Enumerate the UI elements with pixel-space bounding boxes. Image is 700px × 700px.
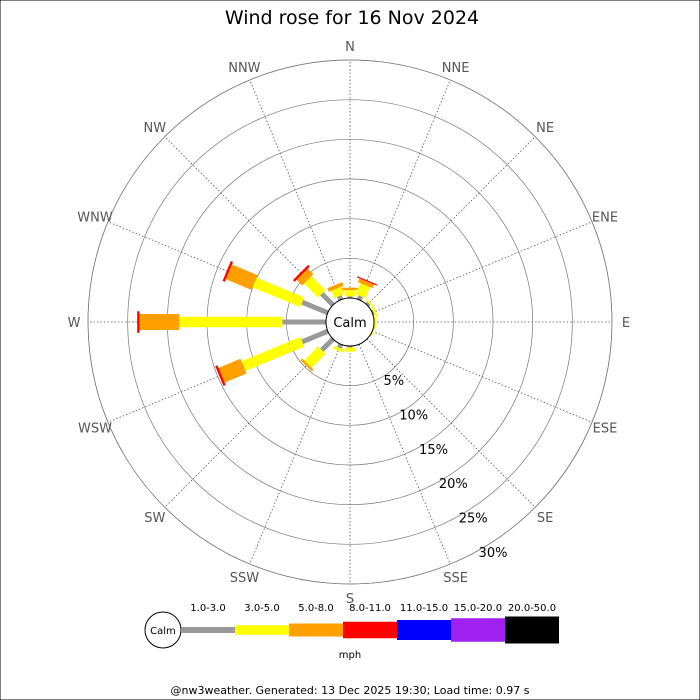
direction-label-n: N xyxy=(345,40,355,55)
legend-unit: mph xyxy=(339,650,361,661)
bar-nne-bin-3 xyxy=(356,276,378,286)
bar-ne-bin-1 xyxy=(364,298,374,308)
chart-title: Wind rose for 16 Nov 2024 xyxy=(225,7,479,29)
direction-label-sse: SSE xyxy=(443,571,468,586)
bar-wnw-bin-0 xyxy=(301,299,329,316)
bar-wsw-bin-1 xyxy=(241,336,305,371)
bar-wsw-bin-2 xyxy=(218,358,247,383)
spoke-nne xyxy=(358,79,451,300)
bar-sw-bin-2 xyxy=(300,358,314,372)
direction-label-nw: NW xyxy=(144,121,167,136)
bar-wnw-bin-2 xyxy=(225,264,258,290)
bar-ene-bin-1 xyxy=(371,306,378,318)
ring-label-15: 15% xyxy=(419,443,448,458)
legend-swatch-0 xyxy=(181,627,235,633)
ring-label-30: 30% xyxy=(479,546,508,561)
bar-n-bin-1 xyxy=(344,290,356,297)
bar-wsw-bin-3 xyxy=(215,365,226,387)
calm-circle-group: Calm xyxy=(325,297,375,347)
spoke-sse xyxy=(358,344,451,565)
direction-labels: N NNE NE ENE E ESE SE SSE S SSW SW WSW W WNW NW NNW xyxy=(68,40,631,607)
direction-label-s: S xyxy=(346,592,354,607)
legend-label-5: 15.0-20.0 xyxy=(454,603,502,614)
bar-nw-bin-1 xyxy=(304,276,326,298)
bar-nnw-bin-1 xyxy=(331,286,345,299)
calm-label: Calm xyxy=(333,316,366,331)
bar-wnw-bin-3 xyxy=(222,260,233,282)
ring-labels: 5% 10% 15% 20% 25% 30% xyxy=(384,374,508,561)
bar-sw-bin-1 xyxy=(304,346,326,368)
bar-nw-bin-0 xyxy=(320,292,335,307)
direction-label-wnw: WNW xyxy=(77,210,113,225)
bar-s-bin-1 xyxy=(344,347,356,352)
direction-label-e: E xyxy=(622,316,630,331)
bar-nnw-bin-2 xyxy=(327,282,344,292)
bar-nne-bin-2 xyxy=(357,278,375,289)
direction-label-nnw: NNW xyxy=(228,61,260,76)
spoke-nnw xyxy=(249,79,342,300)
spoke-ene xyxy=(372,221,593,314)
bar-ne-bin-0 xyxy=(365,301,371,307)
legend-swatch-1 xyxy=(235,625,289,635)
bar-nw-bin-3 xyxy=(292,264,310,282)
bar-ssw-bin-1 xyxy=(333,345,345,353)
direction-label-sw: SW xyxy=(144,511,165,526)
bar-wsw-bin-0 xyxy=(301,328,329,345)
direction-label-ese: ESE xyxy=(593,422,618,437)
wind-bars xyxy=(137,260,378,387)
direction-label-ssw: SSW xyxy=(230,571,260,586)
spoke-sw xyxy=(164,338,334,508)
legend-label-1: 3.0-5.0 xyxy=(244,603,279,614)
ring-label-5: 5% xyxy=(384,374,405,389)
speed-legend: Calm 1.0-3.0 3.0-5.0 5.0-8.0 8.0-11.0 11.0-15… xyxy=(144,603,559,661)
bar-sw-bin-0 xyxy=(320,337,335,352)
legend-label-4: 11.0-15.0 xyxy=(400,603,448,614)
direction-label-nne: NNE xyxy=(442,61,470,76)
legend-calm-label: Calm xyxy=(150,626,176,637)
legend-swatch-3 xyxy=(343,621,397,639)
legend-swatch-6 xyxy=(505,616,559,644)
bar-ese-bin-1 xyxy=(370,326,376,337)
bar-w-bin-0 xyxy=(282,319,326,325)
ring-label-25: 25% xyxy=(459,512,488,527)
outer-ring xyxy=(87,59,613,585)
ring-label-10: 10% xyxy=(399,408,428,423)
direction-label-w: W xyxy=(68,316,81,331)
legend-label-0: 1.0-3.0 xyxy=(190,603,225,614)
ring-25 xyxy=(127,99,573,545)
legend-label-6: 20.0-50.0 xyxy=(508,603,556,614)
legend-swatch-2 xyxy=(289,623,343,637)
bar-nne-bin-1 xyxy=(355,283,371,299)
legend-label-3: 8.0-11.0 xyxy=(349,603,391,614)
legend-swatch-4 xyxy=(397,620,451,640)
ring-label-20: 20% xyxy=(439,477,468,492)
legend-label-2: 5.0-8.0 xyxy=(298,603,333,614)
direction-label-ne: NE xyxy=(536,121,554,136)
bar-wnw-bin-1 xyxy=(252,277,305,308)
spoke-ese xyxy=(372,330,593,423)
bar-w-bin-2 xyxy=(139,314,180,330)
legend-swatch-5 xyxy=(451,618,505,642)
bar-w-bin-1 xyxy=(179,316,283,328)
bar-nw-bin-2 xyxy=(296,268,314,286)
bar-e-bin-1 xyxy=(374,316,377,328)
bar-n-bin-2 xyxy=(342,287,358,291)
bar-ene-bin-0 xyxy=(371,309,375,316)
direction-label-wsw: WSW xyxy=(78,422,112,437)
bar-w-bin-3 xyxy=(137,311,140,333)
direction-label-ene: ENE xyxy=(592,210,618,225)
spoke-ssw xyxy=(249,344,342,565)
direction-label-se: SE xyxy=(537,511,553,526)
calm-circle xyxy=(325,297,375,347)
spoke-se xyxy=(366,338,536,508)
spoke-ne xyxy=(366,136,536,306)
footer-text: @nw3weather. Generated: 13 Dec 2025 19:3… xyxy=(171,684,530,697)
